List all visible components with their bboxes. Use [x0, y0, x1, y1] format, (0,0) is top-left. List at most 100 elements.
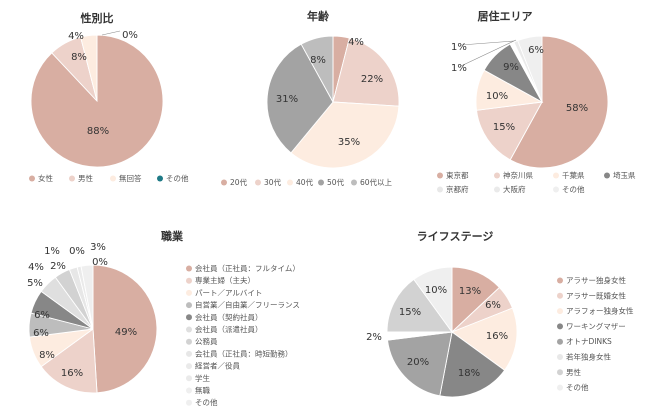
legend-label: 経営者／役員: [195, 361, 240, 371]
legend-swatch: [186, 399, 192, 406]
pie-slice: [387, 331, 453, 397]
pie-slice: [80, 34, 98, 102]
pie-slice: [266, 43, 334, 154]
chart-title: 年齢: [307, 9, 330, 23]
legend-label: アラサー独身女性: [566, 275, 626, 285]
legend-label: 60代以上: [360, 177, 393, 187]
chart-title: 性別比: [81, 11, 114, 25]
legend-swatch: [186, 314, 192, 321]
chart-title: 居住エリア: [478, 9, 533, 23]
pie-slice: [80, 264, 94, 330]
data-label: 35%: [338, 137, 360, 148]
legend-label: その他: [566, 382, 589, 392]
chart-title: ライフステージ: [417, 230, 494, 243]
legend-swatch: [318, 179, 324, 186]
legend: 20代 30代 40代 50代 60代以上: [221, 177, 393, 187]
legend-label: 専業主婦（主夫）: [195, 275, 255, 285]
data-label: 8%: [71, 52, 87, 63]
data-label: 13%: [459, 286, 481, 297]
leader-line: [460, 40, 515, 46]
legend-swatch: [29, 175, 35, 182]
legend-label: 会社員（正社員：時短勤務）: [195, 348, 293, 358]
pie-slice: [451, 307, 518, 371]
legend-label: 東京都: [446, 170, 469, 180]
legend-swatch: [255, 179, 261, 186]
legend-label: 京都府: [446, 184, 469, 194]
legend-label: 無回答: [119, 173, 142, 183]
data-label: 16%: [61, 368, 83, 379]
data-label: 88%: [87, 126, 109, 137]
pie-slice: [386, 278, 453, 333]
legend-swatch: [437, 186, 443, 193]
data-label: 58%: [566, 103, 588, 114]
legend-label: 会社員（派遣社員）: [195, 324, 263, 334]
legend-swatch: [186, 265, 192, 272]
legend-swatch: [557, 354, 563, 360]
legend-label: 大阪府: [503, 184, 526, 194]
legend: 女性 男性 無回答 その他: [29, 173, 189, 183]
legend-swatch: [186, 277, 192, 284]
legend-label: 自営業／自由業／フリーランス: [195, 300, 300, 310]
legend-label: 20代: [230, 177, 248, 187]
legend-swatch: [557, 384, 563, 391]
legend-swatch: [157, 175, 163, 182]
pie-slice: [290, 101, 400, 169]
legend-label: アラフォー独身女性: [566, 306, 634, 316]
legend-label: ワーキングマザー: [566, 321, 626, 331]
pie-slice: [476, 101, 543, 161]
legend-label: 千葉県: [562, 170, 585, 180]
legend-swatch: [553, 172, 559, 179]
pie-slice: [332, 37, 400, 107]
legend-swatch: [437, 172, 443, 179]
data-label: 2%: [50, 261, 66, 272]
legend-label: 学生: [195, 373, 210, 383]
legend-swatch: [351, 179, 357, 186]
legend-swatch: [494, 186, 500, 193]
data-label: 4%: [348, 37, 364, 48]
pie-slice: [517, 35, 543, 103]
legend-label: 会社員（正社員：フルタイム）: [195, 263, 300, 273]
legend-label: 公務員: [195, 336, 218, 346]
legend-swatch: [604, 172, 610, 179]
legend-label: 30代: [264, 177, 282, 187]
legend-swatch: [221, 179, 227, 186]
legend-swatch: [557, 308, 563, 315]
legend-swatch: [186, 375, 192, 382]
legend-swatch: [110, 175, 116, 182]
pie-slice: [40, 328, 98, 394]
data-label: 4%: [68, 31, 84, 42]
legend-label: アラサー既婚女性: [566, 290, 626, 300]
data-label: 15%: [399, 307, 421, 318]
legend-swatch: [557, 338, 563, 345]
legend-swatch: [557, 292, 563, 299]
legend-label: その他: [562, 184, 585, 194]
data-label: 10%: [486, 91, 508, 102]
pie-chart-2: 年齢 4% 22% 35% 31% 8% 20代 30代 40代 50代 60代以上: [221, 9, 400, 187]
legend-label: その他: [166, 173, 189, 183]
leader-line: [101, 30, 121, 36]
legend-label: 男性: [78, 173, 93, 183]
data-label: 22%: [361, 74, 383, 85]
data-label: 9%: [503, 62, 519, 73]
data-label: 1%: [44, 246, 60, 257]
legend-swatch: [186, 326, 192, 333]
data-label: 0%: [92, 257, 108, 268]
pie-chart-5: ライフステージ 13% 6% 16% 18% 20% 2% 15% 10% アラサー独身女性アラサ…: [366, 230, 634, 398]
legend-label: 埼玉県: [613, 170, 636, 180]
data-label: 6%: [33, 328, 49, 339]
data-label: 6%: [485, 300, 501, 311]
data-label: 49%: [115, 327, 137, 338]
legend-label: 神奈川県: [503, 170, 533, 180]
data-label: 20%: [407, 357, 429, 368]
legend-label: 女性: [38, 173, 53, 183]
pie-slice: [300, 35, 334, 103]
chart-title: 職業: [161, 229, 184, 243]
legend-swatch: [557, 277, 563, 284]
pie-slice: [439, 331, 506, 398]
legend: 会社員（正社員：フルタイム） 専業主婦（主夫） パート／アルバイト自営業／自由業／フ…: [186, 263, 300, 407]
pie-chart-1: 性別比 88% 8% 4% 0% 女性 男性 無回答 その他: [29, 11, 189, 183]
data-label: 15%: [493, 122, 515, 133]
data-label: 3%: [90, 242, 106, 253]
